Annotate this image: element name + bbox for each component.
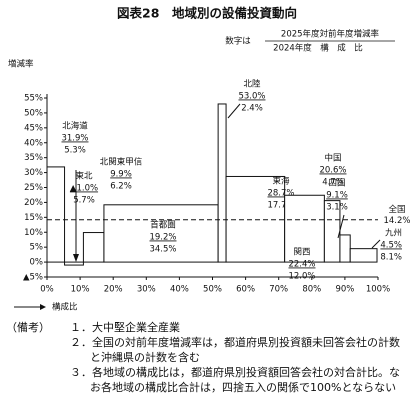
legend-prefix: 数字は [225,36,251,47]
y-axis-label: 増減率 [8,59,34,70]
region-label: 四国 [328,179,345,189]
value-label: 28.7% [267,189,294,199]
leader [371,239,381,249]
x-axis-label: 構成比 [52,302,78,313]
y-tick-label: 10% [24,228,43,238]
x-tick-label: 70% [269,285,288,295]
y-tick-label: 45% [24,123,43,133]
x-tick-label: 20% [104,285,123,295]
value-label: 53.0% [238,92,265,102]
value-label: ▲1.0% [70,184,98,194]
region-label: 東北 [75,171,93,182]
leader-head [73,254,79,262]
value-label: 22.4% [288,260,315,270]
x-tick-label: 50% [203,285,222,295]
share-label: 34.5% [149,245,176,255]
y-tick-label: 50% [24,108,43,118]
x-arrow-head [40,304,46,310]
reference-name: 全国 [388,204,405,215]
legend-numerator: 2025年度対前年度増減率 [281,29,380,40]
value-label: 9.1% [326,191,348,201]
notes-label: （備考） [6,321,50,334]
leader [337,214,345,239]
share-label: 4.7% [322,178,344,188]
chart: 図表28 地域別の設備投資動向 数字は 2025年度対前年度増減率 2024年度… [8,6,411,313]
bar [217,103,227,263]
share-label: 17.7% [267,201,294,211]
leader [227,103,241,119]
y-tick-label: ▲5% [23,273,43,283]
share-label: 12.0% [288,272,315,282]
region-label: 九州 [385,229,402,239]
note: ２．全国の対前年度増減率は，都道府県別投資額未回答会社の計数と沖縄県の計数を含む [70,336,400,364]
note: １．大中堅企業全産業 [70,321,180,334]
reference-label: 14.2% [383,216,410,226]
y-tick-label: 35% [24,153,43,163]
x-tick-label: 100% [366,285,390,295]
bar [349,248,378,263]
x-tick-label: 80% [302,285,321,295]
bar [103,204,219,263]
y-tick-label: 20% [24,198,43,208]
y-tick-label: 25% [24,183,43,193]
x-tick-label: 30% [137,285,156,295]
region-label: 北海道 [62,121,88,132]
region-label: 中国 [324,153,341,164]
y-tick-label: 40% [24,138,43,148]
share-label: 2.4% [241,104,263,114]
y-tick-label: 15% [24,213,43,223]
legend-denominator: 2024年度 構 成 比 [273,43,363,54]
x-tick-label: 90% [335,285,354,295]
region-label: 関西 [293,248,310,258]
y-tick-label: 30% [24,168,43,178]
y-tick-label: 5% [30,243,44,253]
share-label: 5.3% [64,146,86,156]
share-label: 6.2% [110,182,132,192]
x-tick-label: 10% [71,285,90,295]
value-label: 31.9% [61,134,88,144]
chart-title: 図表28 地域別の設備投資動向 [117,6,297,21]
bar [46,166,66,263]
x-tick-label: 0% [40,285,54,295]
share-label: 3.1% [326,203,348,213]
value-label: 9.9% [110,170,132,180]
notes: （備考） １．大中堅企業全産業 ２．全国の対前年度増減率は，都道府県別投資額未回… [6,320,410,395]
value-label: 4.5% [380,241,402,251]
value-label: 19.2% [149,233,176,243]
bar [82,232,105,263]
bar [64,261,84,266]
y-tick-label: 0% [30,258,44,268]
share-label: 5.7% [73,196,95,206]
x-tick-label: 60% [236,285,255,295]
region-label: 北陸 [243,79,261,90]
region-label: 東海 [272,176,290,187]
note: ３．各地域の構成比は，都道府県別投資額回答会社の対合計比。なお各地域の構成比合計… [70,366,400,394]
region-label: 北関東甲信 [100,157,143,168]
bar [284,194,325,263]
x-tick-label: 40% [170,285,189,295]
bar [339,234,351,263]
region-label: 首都圏 [150,220,176,231]
value-label: 20.6% [319,166,346,176]
share-label: 8.1% [380,253,402,263]
y-tick-label: 55% [24,94,43,104]
